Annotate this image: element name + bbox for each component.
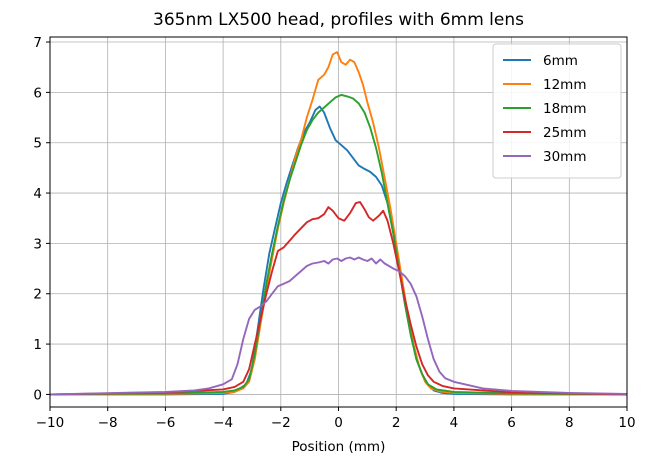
x-tick-label: 10 <box>618 415 635 431</box>
x-tick-label: −4 <box>213 415 233 431</box>
y-tick-label: 1 <box>33 337 42 353</box>
series-layer <box>49 51 628 396</box>
x-tick-label: −6 <box>155 415 175 431</box>
y-tick-label: 7 <box>33 35 42 51</box>
y-tick-label: 0 <box>33 387 42 403</box>
legend-label: 12mm <box>543 77 586 93</box>
x-axis-ticks: −10 −8 −6 −4 −2 0 2 4 6 8 10 <box>36 407 636 431</box>
legend-box <box>492 43 622 179</box>
x-tick-label: 4 <box>450 415 459 431</box>
series-line-25mm <box>49 201 628 396</box>
chart-title: 365nm LX500 head, profiles with 6mm lens <box>153 10 524 30</box>
x-tick-label: 6 <box>507 415 516 431</box>
legend-label: 6mm <box>543 53 578 69</box>
y-tick-label: 6 <box>33 85 42 101</box>
x-tick-label: 2 <box>392 415 401 431</box>
y-tick-label: 2 <box>33 287 42 303</box>
legend: 6mm 12mm 18mm 25mm 30mm <box>492 43 622 179</box>
x-tick-label: −10 <box>36 415 65 431</box>
legend-label: 18mm <box>543 101 586 117</box>
legend-label: 25mm <box>543 125 586 141</box>
x-tick-label: −2 <box>271 415 291 431</box>
y-axis-ticks: 0 1 2 3 4 5 6 7 <box>33 35 50 403</box>
x-axis-label: Position (mm) <box>292 439 386 455</box>
y-tick-label: 4 <box>33 186 42 202</box>
x-tick-label: 0 <box>334 415 343 431</box>
y-tick-label: 3 <box>33 236 42 252</box>
x-tick-label: 8 <box>565 415 574 431</box>
x-tick-label: −8 <box>98 415 118 431</box>
series-line-30mm <box>49 256 628 396</box>
legend-label: 30mm <box>543 149 586 165</box>
y-tick-label: 5 <box>33 136 42 152</box>
